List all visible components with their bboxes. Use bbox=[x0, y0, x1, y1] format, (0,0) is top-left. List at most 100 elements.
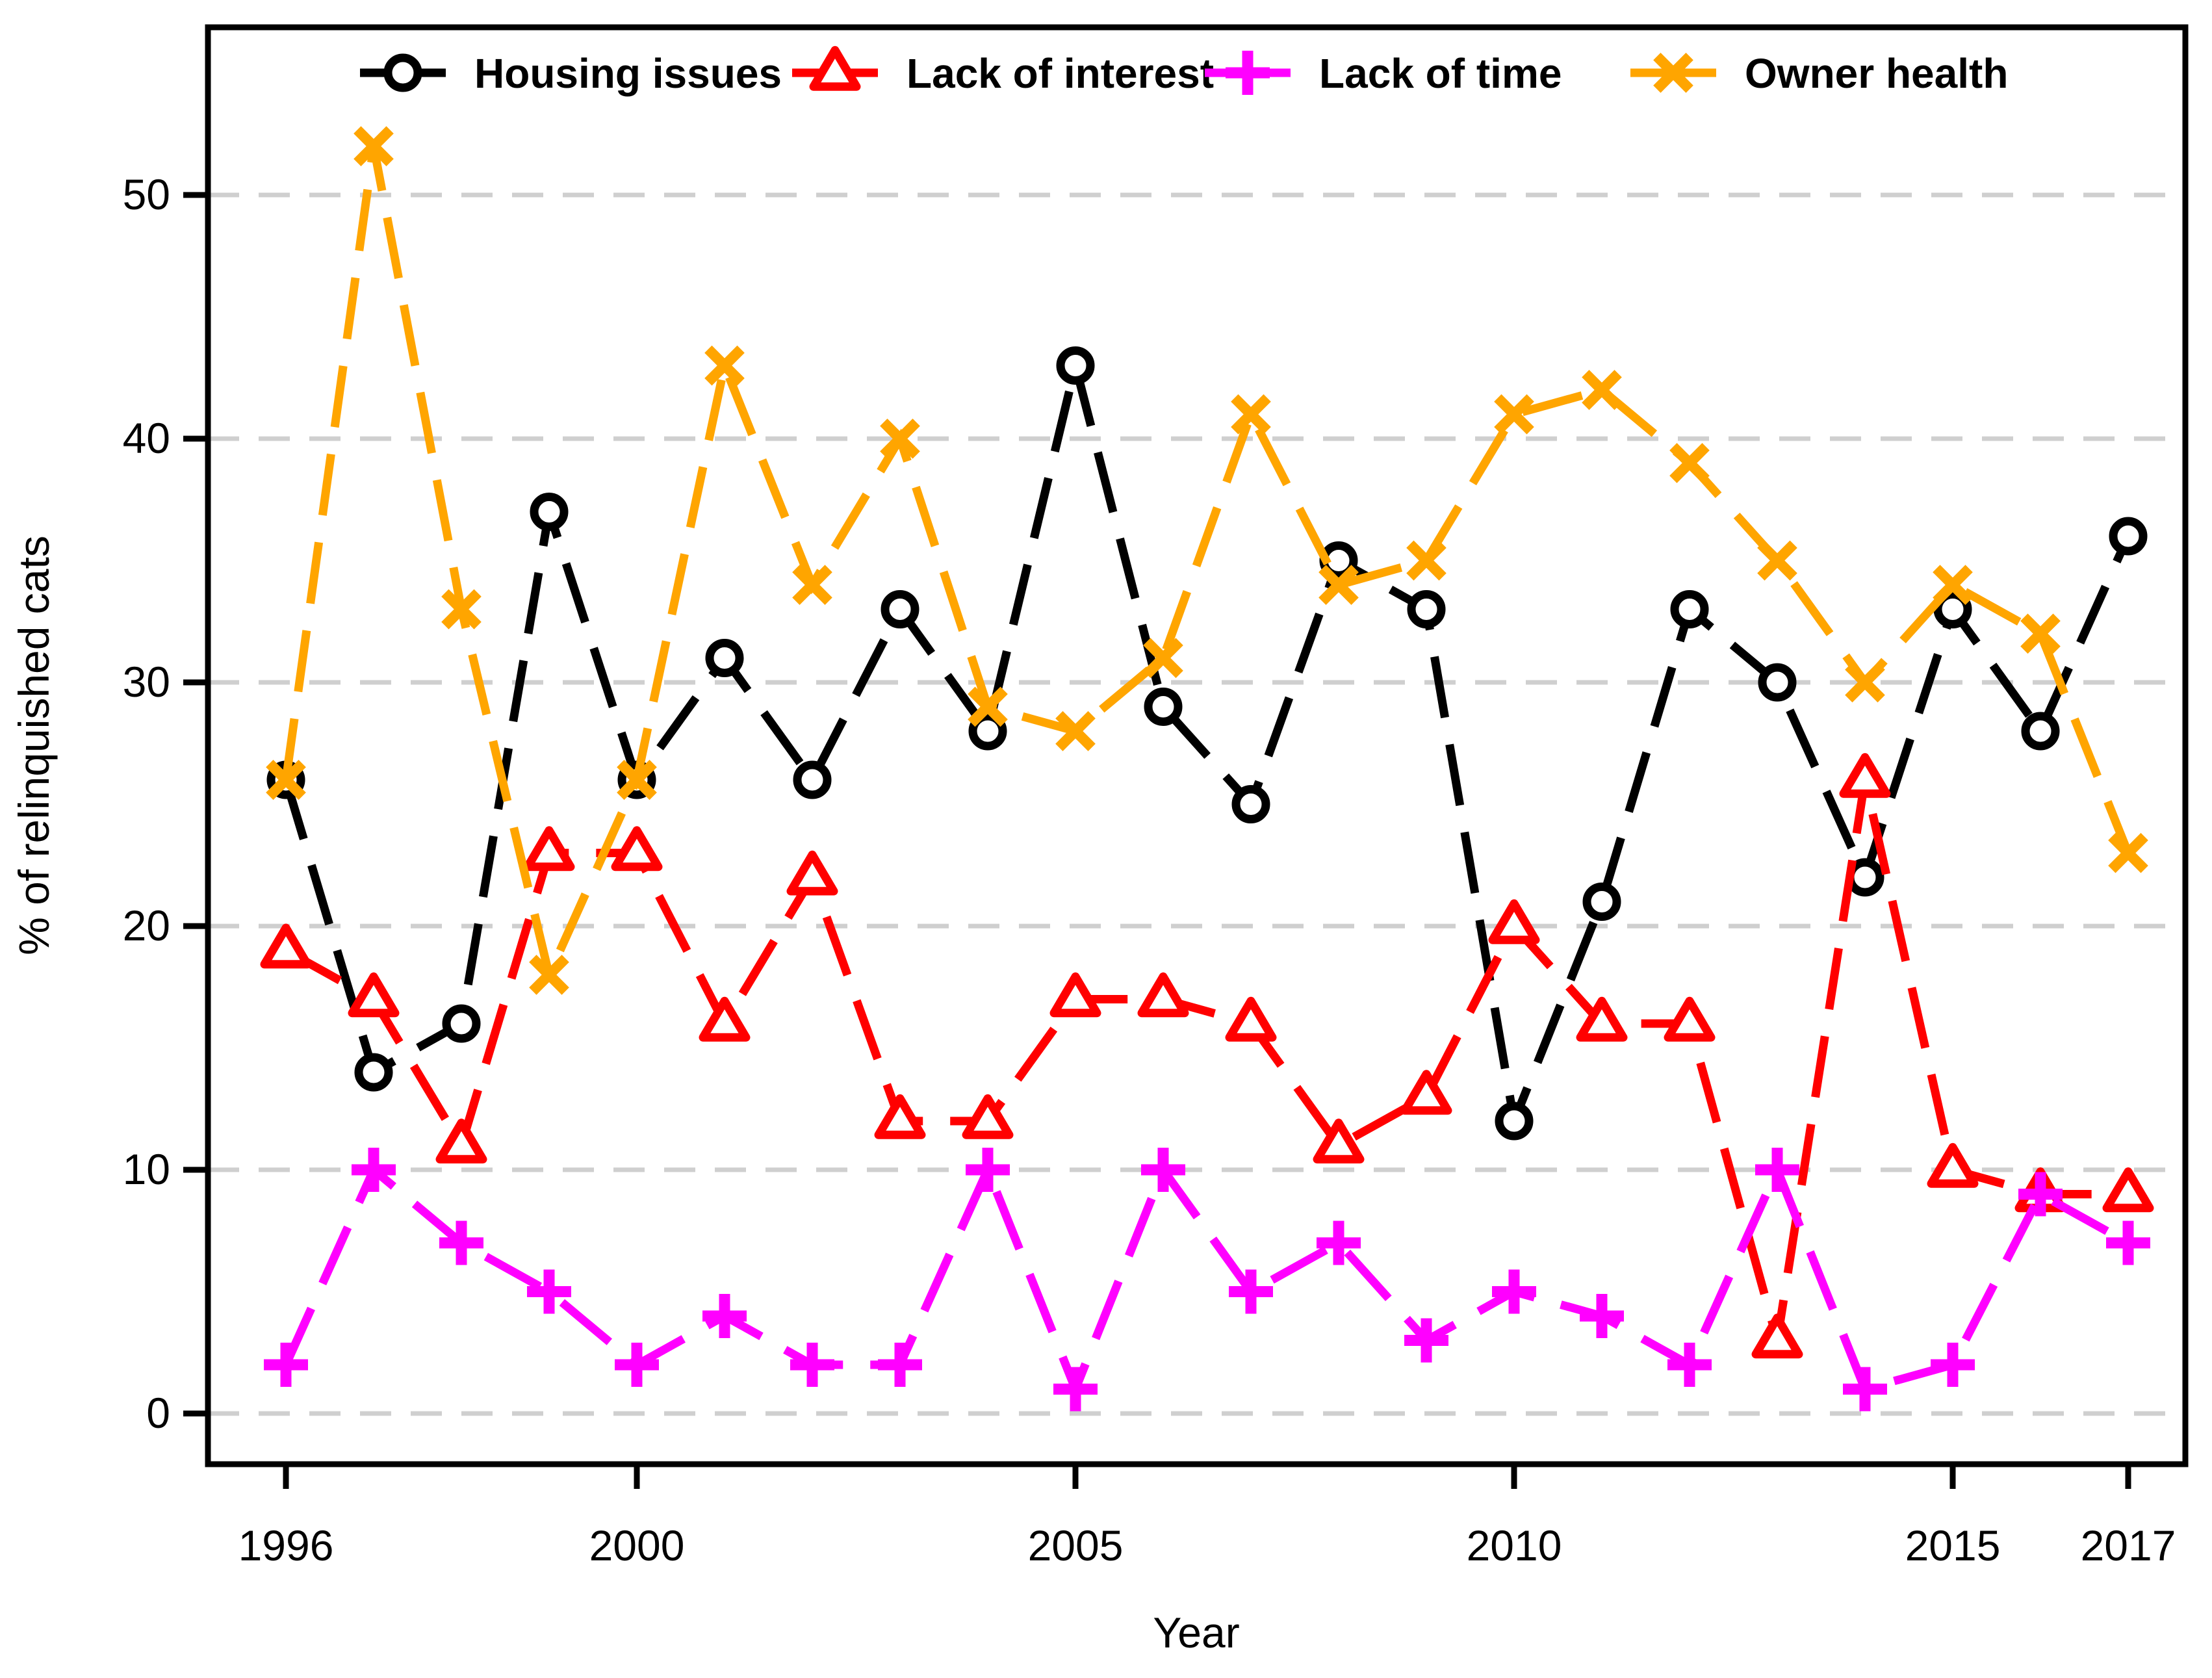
x-tick-label-2005: 2005 bbox=[1028, 1521, 1124, 1569]
series-owner-health-point-marker-x bbox=[792, 565, 832, 605]
series-lack-of-time-point-marker-plus bbox=[878, 1343, 922, 1387]
series-lack-of-interest-point-marker-triangle bbox=[1664, 996, 1716, 1042]
y-tick-label-40: 40 bbox=[123, 414, 170, 462]
series-lack-of-time-point-marker-plus bbox=[615, 1343, 659, 1387]
series-housing-issues-point-marker-circle bbox=[1582, 883, 1621, 921]
series-owner-health-point-marker-x bbox=[441, 589, 482, 630]
series-line-lack-of-time bbox=[282, 1159, 2131, 1401]
series-lack-of-time-point-marker-plus bbox=[1053, 1367, 1098, 1412]
series-lack-of-time-point-marker-plus bbox=[1667, 1343, 1712, 1387]
series-housing-issues-point-marker-circle bbox=[1758, 663, 1797, 702]
series-lack-of-interest-point-marker-triangle bbox=[1225, 996, 1277, 1042]
series-lack-of-time-point-marker-plus bbox=[1755, 1148, 1799, 1192]
series-lack-of-interest-point-marker-triangle bbox=[1049, 972, 1101, 1018]
legend-housing-issues-point-marker-circle bbox=[383, 53, 422, 92]
series-lack-of-interest-point-marker-triangle bbox=[786, 850, 838, 896]
legend-label-lack-of-interest: Lack of interest bbox=[907, 50, 1214, 97]
series-lack-of-interest-point-marker-triangle bbox=[1137, 972, 1189, 1018]
series-lack-of-interest-point-marker-triangle bbox=[611, 826, 663, 871]
legend-label-owner-health: Owner health bbox=[1745, 50, 2008, 97]
series-lack-of-time-point-marker-plus bbox=[1492, 1269, 1536, 1314]
plot-frame bbox=[205, 24, 2189, 1467]
x-tick-label-2017: 2017 bbox=[2081, 1521, 2176, 1569]
series-lack-of-time-point-marker-plus bbox=[2018, 1172, 2063, 1217]
legend-lack-of-time-point-marker-plus bbox=[1226, 51, 1270, 95]
series-owner-health-point-marker-x bbox=[1055, 711, 1096, 751]
series-lack-of-interest-point-marker-triangle bbox=[2102, 1167, 2154, 1213]
series-lack-of-time-point-marker-plus bbox=[1931, 1343, 1975, 1387]
y-tick-label-10: 10 bbox=[123, 1145, 170, 1193]
series-housing-issues-point-marker-circle bbox=[1144, 688, 1183, 726]
series-lack-of-time-point-marker-plus bbox=[1141, 1148, 1185, 1192]
series-lack-of-interest-point-marker-triangle bbox=[1576, 996, 1628, 1042]
series-owner-health-point-marker-x bbox=[1143, 638, 1183, 678]
series-housing-issues-point-marker-circle bbox=[1056, 346, 1095, 385]
y-tick-label-30: 30 bbox=[123, 658, 170, 706]
series-lack-of-interest-point-marker-triangle bbox=[260, 923, 312, 969]
series-lack-of-interest-point-marker-triangle bbox=[874, 1094, 926, 1139]
series-lack-of-interest-point-marker-triangle bbox=[1839, 753, 1891, 798]
legend-owner-health-point-marker-x bbox=[1653, 53, 1693, 93]
series-owner-health-point-marker-x bbox=[617, 760, 657, 800]
series-owner-health-point-marker-x bbox=[1845, 662, 1885, 703]
series-lack-of-time-point-marker-plus bbox=[2106, 1220, 2150, 1265]
series-lack-of-interest-point-marker-triangle bbox=[699, 996, 751, 1042]
series-lack-of-interest-point-marker-triangle bbox=[1313, 1118, 1365, 1164]
series-housing-issues-point-marker-circle bbox=[530, 493, 569, 531]
series-owner-health-point-marker-x bbox=[2108, 833, 2148, 873]
series-housing-issues-point-marker-circle bbox=[793, 760, 832, 799]
series-owner-health-point-marker-x bbox=[968, 686, 1008, 727]
series-housing-issues-point-marker-circle bbox=[442, 1004, 481, 1043]
x-tick-label-2010: 2010 bbox=[1467, 1521, 1562, 1569]
series-lack-of-interest-point-marker-triangle bbox=[1927, 1142, 1979, 1188]
series-owner-health-point-marker-x bbox=[1933, 565, 1973, 605]
y-axis-title: % of relinquished cats bbox=[10, 536, 58, 955]
series-line-owner-health bbox=[281, 145, 2133, 988]
legend-label-lack-of-time: Lack of time bbox=[1319, 50, 1562, 97]
series-housing-issues-point-marker-circle bbox=[1670, 590, 1709, 628]
legend-lack-of-interest-point-marker-triangle bbox=[809, 45, 861, 91]
series-housing-issues-point-marker-circle bbox=[881, 590, 920, 628]
series-housing-issues-point-marker-circle bbox=[2021, 712, 2060, 751]
series-housing-issues-point-marker-circle bbox=[968, 712, 1007, 751]
legend-label-housing-issues: Housing issues bbox=[474, 50, 782, 97]
series-lack-of-time-point-marker-plus bbox=[1317, 1220, 1361, 1265]
series-owner-health-point-marker-x bbox=[1231, 394, 1271, 435]
series-lack-of-interest-point-marker-triangle bbox=[1488, 899, 1540, 944]
series-owner-health-point-marker-x bbox=[266, 760, 306, 800]
series-lack-of-interest-point-marker-triangle bbox=[1400, 1070, 1452, 1115]
series-lack-of-time-point-marker-plus bbox=[264, 1343, 308, 1387]
series-lack-of-interest-point-marker-triangle bbox=[1751, 1313, 1803, 1359]
series-lack-of-time-point-marker-plus bbox=[1404, 1318, 1448, 1363]
series-housing-issues-point-marker-circle bbox=[1495, 1102, 1534, 1141]
y-tick-label-0: 0 bbox=[146, 1389, 170, 1437]
series-owner-health-point-marker-x bbox=[2020, 613, 2061, 654]
series-lack-of-time-point-marker-plus bbox=[439, 1220, 483, 1265]
series-lack-of-time-point-marker-plus bbox=[1580, 1294, 1624, 1338]
y-tick-label-50: 50 bbox=[123, 170, 170, 218]
series-owner-health-point-marker-x bbox=[354, 126, 394, 166]
series-housing-issues-point-marker-circle bbox=[1231, 785, 1270, 823]
series-owner-health-point-marker-x bbox=[1494, 394, 1534, 435]
series-housing-issues-point-marker-circle bbox=[354, 1053, 393, 1092]
series-owner-health-point-marker-x bbox=[880, 419, 920, 459]
series-lack-of-time-point-marker-plus bbox=[352, 1148, 396, 1192]
series-lack-of-time-point-marker-plus bbox=[1229, 1269, 1273, 1314]
x-tick-label-2000: 2000 bbox=[589, 1521, 685, 1569]
series-housing-issues-point-marker-circle bbox=[705, 639, 744, 677]
series-lack-of-interest-point-marker-triangle bbox=[523, 826, 575, 871]
series-lack-of-time-point-marker-plus bbox=[527, 1269, 571, 1314]
series-lack-of-interest-point-marker-triangle bbox=[435, 1118, 487, 1164]
series-owner-health-point-marker-x bbox=[1669, 443, 1710, 484]
series-housing-issues-point-marker-circle bbox=[1933, 590, 1972, 628]
y-tick-label-20: 20 bbox=[123, 901, 170, 949]
series-owner-health-point-marker-x bbox=[704, 345, 745, 386]
series-lack-of-time-point-marker-plus bbox=[702, 1294, 747, 1338]
series-owner-health-point-marker-x bbox=[1582, 370, 1622, 410]
x-tick-label-2015: 2015 bbox=[1905, 1521, 2001, 1569]
series-lack-of-interest-point-marker-triangle bbox=[348, 972, 400, 1018]
series-owner-health-point-marker-x bbox=[1406, 540, 1447, 581]
series-lack-of-time-point-marker-plus bbox=[1843, 1367, 1887, 1412]
